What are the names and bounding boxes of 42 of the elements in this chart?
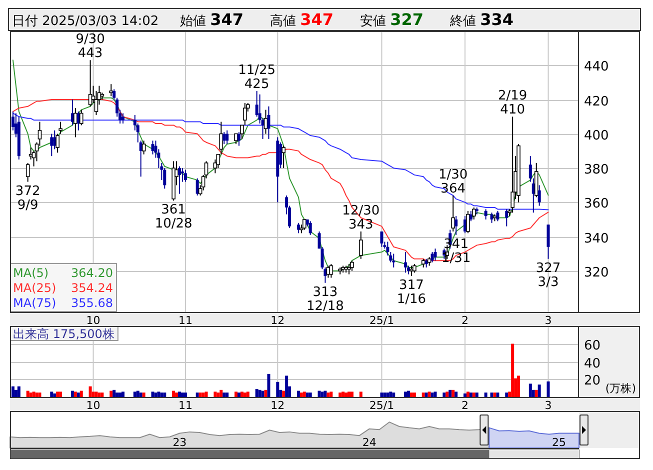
x-tick-label: 11 xyxy=(178,314,192,327)
text: 終値 334 xyxy=(449,10,514,29)
x-tick-label: 23 xyxy=(172,436,187,449)
x-tick-label: 11 xyxy=(178,399,192,412)
chart-title: 日付 2025/03/03 14:02 xyxy=(12,14,159,29)
y-axis-title: (万株) xyxy=(605,382,636,395)
x-tick-label: 2 xyxy=(461,399,468,412)
x-tick-label: 3 xyxy=(544,314,552,327)
y-tick-label: 400 xyxy=(584,128,609,144)
annotation: 372 9/9 xyxy=(15,184,40,213)
annotation: 317 1/16 xyxy=(396,278,426,308)
x-tick-label: 25/1 xyxy=(369,314,394,327)
text: 安値 327 xyxy=(360,10,424,29)
text: 始値 347 xyxy=(180,10,244,29)
x-tick-label: 25 xyxy=(552,436,566,449)
text: 高値 347 xyxy=(270,10,334,29)
annotation: 313 12/18 xyxy=(306,284,344,314)
y-tick-label: 380 xyxy=(584,162,609,178)
x-tick-label: 24 xyxy=(362,436,376,449)
x-tick-label: 2 xyxy=(461,314,468,327)
annotation: 2/19 410 xyxy=(498,88,528,118)
annotation: 9/30 443 xyxy=(76,32,105,62)
y-tick-label: 320 xyxy=(584,266,609,280)
y-tick-label: 420 xyxy=(584,94,609,110)
y-tick-label: 440 xyxy=(584,60,609,74)
annotation: 11/25 425 xyxy=(238,62,276,92)
y-tick-label: 340 xyxy=(584,232,609,246)
legend: MA(5) 364.20 MA(25) 354.24 MA(75) 355.68 xyxy=(10,263,117,312)
y-tick-label: 40 xyxy=(584,356,601,372)
annotation: 361 10/28 xyxy=(154,202,192,232)
chart-title: 出来高 175,500株 xyxy=(13,327,114,341)
y-tick-label: 20 xyxy=(584,374,601,388)
x-tick-label: 10 xyxy=(86,314,100,327)
x-tick-label: 10 xyxy=(86,399,100,412)
annotation: 1/30 364 xyxy=(438,167,468,196)
x-tick-label: 12 xyxy=(270,399,285,412)
y-tick-label: 360 xyxy=(584,196,609,212)
x-tick-label: 12 xyxy=(270,314,285,327)
x-tick-label: 3 xyxy=(544,399,552,412)
x-tick-label: 25/1 xyxy=(369,399,394,412)
y-tick-label: 60 xyxy=(584,338,601,354)
annotation: 327 3/3 xyxy=(536,260,561,290)
